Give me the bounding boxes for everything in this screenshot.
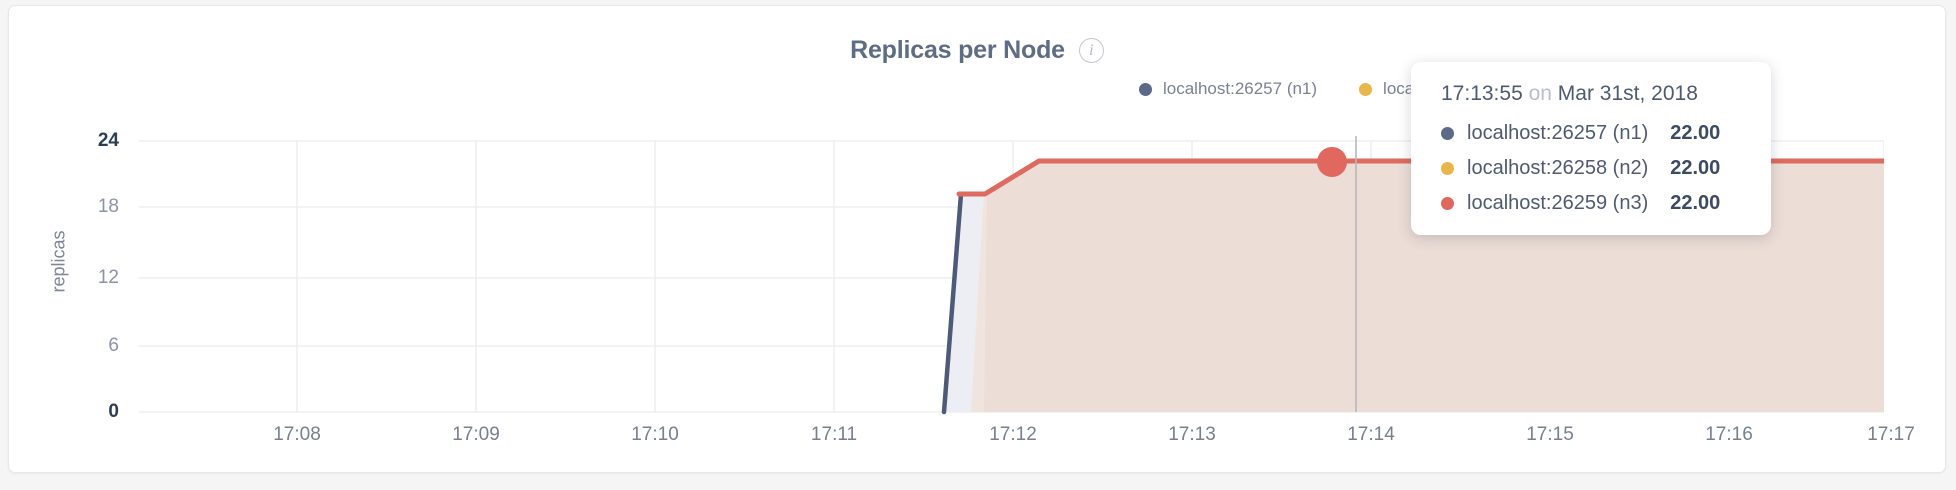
x-tick-label-1713: 17:13 xyxy=(1168,424,1216,445)
series-dot-icon xyxy=(1441,197,1454,210)
x-tick-label-1711: 17:11 xyxy=(810,424,858,445)
tooltip-row-n3: localhost:26259 (n3) 22.00 xyxy=(1441,192,1745,215)
tooltip-row-label: localhost:26259 (n3) xyxy=(1467,192,1649,214)
legend-item-label: localhost:26257 (n1) xyxy=(1163,79,1318,98)
series-dot-icon xyxy=(1441,162,1454,175)
replicas-per-node-chart-card: Replicas per Node i localhost:26257 (n1)… xyxy=(8,5,1946,473)
tooltip-date: Mar 31st, 2018 xyxy=(1557,82,1698,105)
y-tick-label-18: 18 xyxy=(97,196,119,217)
tooltip-row-label: localhost:26257 (n1) xyxy=(1467,122,1649,144)
x-tick-label-1709: 17:09 xyxy=(452,424,500,445)
tooltip-on-word: on xyxy=(1528,82,1552,105)
x-tick-label-1714: 17:14 xyxy=(1347,424,1395,445)
tooltip-row-n1: localhost:26257 (n1) 22.00 xyxy=(1441,122,1745,145)
x-tick-label-1715: 17:15 xyxy=(1526,424,1574,445)
legend-dot-icon xyxy=(1359,82,1373,96)
y-tick-label-0: 0 xyxy=(108,401,119,422)
chart-header: Replicas per Node i xyxy=(9,36,1945,65)
tooltip-row-value: 22.00 xyxy=(1670,157,1721,179)
series-line-n1 xyxy=(941,191,964,415)
legend-item-n1[interactable]: localhost:26257 (n1) xyxy=(1139,79,1317,99)
x-tick-label-1716: 17:16 xyxy=(1705,424,1753,445)
y-tick-label-12: 12 xyxy=(97,267,119,288)
tooltip-row-n2: localhost:26258 (n2) 22.00 xyxy=(1441,157,1745,180)
info-icon[interactable]: i xyxy=(1078,38,1104,63)
y-axis-title: replicas xyxy=(48,230,69,293)
x-tick-label-1712: 17:12 xyxy=(989,424,1037,445)
y-tick-label-24: 24 xyxy=(97,130,119,151)
x-tick-label-1710: 17:10 xyxy=(631,424,679,445)
x-tick-label-1717: 17:17 xyxy=(1867,424,1915,445)
legend-dot-icon xyxy=(1139,82,1152,96)
chart-hover-tooltip: 17:13:55 on Mar 31st, 2018 localhost:262… xyxy=(1411,62,1771,235)
hover-point-marker xyxy=(1317,147,1347,177)
page-title: Replicas per Node xyxy=(850,36,1065,64)
series-dot-icon xyxy=(1441,127,1454,140)
tooltip-row-value: 22.00 xyxy=(1670,122,1721,144)
tooltip-time: 17:13:55 xyxy=(1441,82,1523,105)
y-tick-label-6: 6 xyxy=(108,335,119,356)
tooltip-row-value: 22.00 xyxy=(1670,192,1721,214)
tooltip-row-label: localhost:26258 (n2) xyxy=(1467,157,1649,179)
x-tick-label-1708: 17:08 xyxy=(273,424,321,445)
tooltip-timestamp: 17:13:55 on Mar 31st, 2018 xyxy=(1441,82,1745,106)
